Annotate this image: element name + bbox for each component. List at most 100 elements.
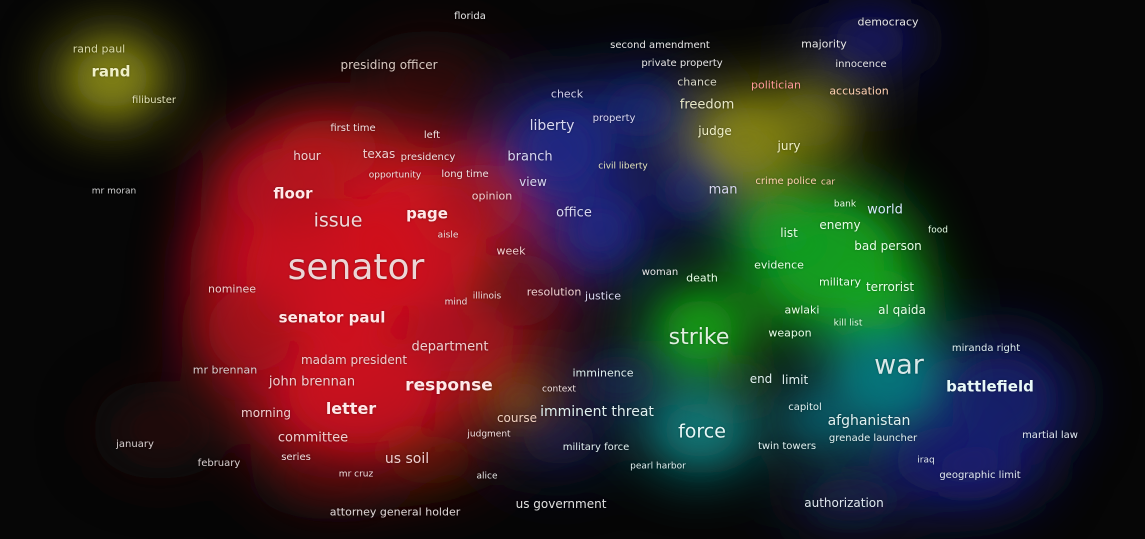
term-label: justice: [585, 289, 621, 303]
term-label: woman: [641, 267, 679, 278]
term-label: view: [519, 175, 547, 189]
cluster-core: [288, 336, 432, 444]
term-label: evidence: [754, 258, 804, 272]
term-label: nominee: [208, 282, 256, 296]
term-label: alice: [476, 471, 498, 482]
term-label: freedom: [679, 97, 735, 113]
cluster-core: [118, 400, 202, 460]
term-label: floor: [273, 184, 313, 203]
term-label: us government: [515, 497, 607, 511]
cluster-core: [848, 347, 932, 413]
cluster-core: [706, 107, 784, 173]
term-label: imminence: [572, 366, 634, 380]
term-label: limit: [781, 373, 809, 387]
term-label: morning: [241, 406, 291, 420]
term-label: senator: [287, 247, 425, 288]
term-label: weapon: [768, 326, 812, 340]
term-label: issue: [313, 209, 363, 232]
cluster-core: [952, 358, 1048, 442]
cluster-core: [777, 93, 843, 147]
cluster-core: [790, 396, 850, 444]
term-label: al qaida: [878, 303, 926, 317]
term-label: democracy: [857, 15, 919, 29]
cluster-core: [663, 166, 717, 214]
term-label: left: [423, 130, 441, 141]
term-label: twin towers: [757, 441, 817, 452]
term-label: afghanistan: [827, 413, 911, 429]
cluster-core: [524, 416, 596, 464]
term-label: military force: [562, 442, 630, 453]
term-label: john brennan: [268, 374, 356, 390]
term-label: miranda right: [951, 343, 1021, 354]
cluster-core: [518, 108, 602, 192]
term-label: bad person: [854, 239, 922, 253]
cluster-core: [747, 203, 813, 257]
term-label: course: [496, 411, 538, 425]
term-label: accusation: [829, 84, 889, 98]
term-label: kill list: [833, 318, 863, 329]
term-label: capitol: [788, 402, 822, 413]
term-label: awlaki: [784, 303, 820, 317]
term-label: end: [749, 372, 773, 386]
term-label: list: [780, 226, 798, 240]
term-label: crime police: [755, 176, 817, 187]
term-label: attorney general holder: [329, 505, 461, 519]
term-label: geographic limit: [939, 470, 1021, 481]
term-label: february: [197, 458, 241, 469]
term-label: second amendment: [610, 40, 710, 51]
term-label: mind: [444, 297, 468, 308]
term-label: jury: [777, 139, 801, 153]
term-label: enemy: [819, 218, 861, 232]
term-label: mr cruz: [338, 469, 374, 480]
term-label: imminent threat: [540, 404, 654, 420]
term-label: response: [405, 375, 493, 396]
term-label: presidency: [400, 152, 456, 163]
term-label: private property: [641, 58, 723, 69]
cluster-core: [388, 436, 472, 484]
term-label: rand: [91, 62, 131, 81]
cluster-core: [282, 120, 378, 180]
term-label: mr brennan: [192, 363, 258, 377]
term-label: war: [874, 349, 924, 381]
cluster-core: [438, 164, 522, 236]
cluster-core: [716, 362, 764, 398]
term-label: authorization: [804, 496, 884, 510]
term-label: bank: [833, 199, 857, 210]
term-label: pearl harbor: [630, 461, 686, 472]
cluster-core: [76, 49, 148, 107]
term-label: car: [820, 177, 836, 188]
term-label: liberty: [529, 118, 575, 134]
cluster-core: [667, 300, 733, 360]
term-label: force: [678, 420, 726, 443]
term-label: judgment: [467, 429, 511, 440]
term-label: context: [542, 384, 576, 395]
term-label: world: [867, 202, 903, 218]
term-label: filibuster: [132, 95, 176, 106]
term-label: presiding officer: [340, 58, 438, 72]
term-label: letter: [325, 399, 377, 418]
term-label: martial law: [1022, 430, 1078, 441]
term-label: property: [592, 113, 636, 124]
term-label: civil liberty: [598, 161, 648, 172]
cluster-core: [584, 356, 656, 404]
term-label: hour: [293, 149, 321, 163]
cluster-core: [382, 50, 478, 110]
term-label: page: [406, 204, 448, 223]
cluster-core: [406, 298, 514, 382]
term-label: series: [281, 452, 311, 463]
term-label: politician: [750, 78, 802, 92]
term-label: senator paul: [278, 308, 386, 327]
term-label: us soil: [384, 451, 430, 467]
term-label: majority: [801, 37, 847, 51]
term-label: mr moran: [91, 186, 137, 197]
term-label: grenade launcher: [828, 433, 918, 444]
cluster-core: [567, 197, 633, 263]
term-label: first time: [330, 123, 376, 134]
term-label: food: [928, 225, 948, 236]
term-label: battlefield: [946, 377, 1034, 396]
term-label: madam president: [300, 353, 408, 367]
term-label: man: [708, 182, 738, 198]
term-label: committee: [277, 430, 349, 446]
